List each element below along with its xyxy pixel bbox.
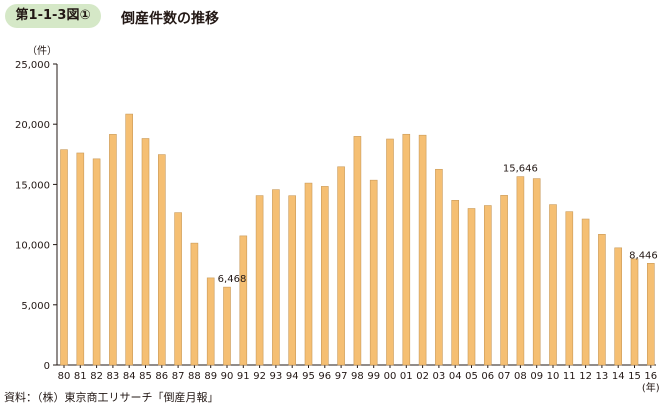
- x-tick-label: 81: [74, 371, 87, 382]
- bar: [158, 154, 166, 366]
- bar: [369, 179, 378, 366]
- bar: [451, 200, 460, 366]
- x-tick-label: 94: [286, 371, 299, 382]
- y-tick-label: 15,000: [15, 180, 50, 191]
- bar: [353, 136, 362, 366]
- bar: [500, 195, 508, 366]
- x-tick-label: 89: [204, 371, 217, 382]
- bar: [598, 234, 606, 366]
- x-tick-label: 09: [530, 371, 543, 382]
- bar: [109, 134, 117, 366]
- x-tick-label: 00: [384, 371, 397, 382]
- y-tick-label: 20,000: [15, 120, 50, 131]
- bar: [402, 133, 411, 366]
- x-tick-label: 98: [351, 371, 364, 382]
- bar: [614, 247, 623, 366]
- x-tick-label: 80: [58, 371, 71, 382]
- x-tick-label: 06: [481, 371, 494, 382]
- chart-axes: 0 5,000 10,000 15,000 20,000 25,000 （件） 80 81 82 8…: [15, 45, 660, 394]
- x-tick-label: 91: [237, 371, 250, 382]
- x-tick-label: 12: [579, 371, 592, 382]
- figure-number-badge: 第1-1-3図①: [5, 4, 101, 28]
- data-label: 8,446: [629, 250, 658, 261]
- bar: [549, 204, 557, 366]
- data-label: 6,468: [218, 274, 247, 285]
- bar: [174, 212, 182, 366]
- bar: [646, 263, 655, 366]
- bar: [418, 134, 427, 366]
- y-tick-label: 10,000: [15, 241, 50, 252]
- bar: [190, 242, 199, 366]
- x-axis-unit: (年): [642, 381, 660, 394]
- x-tick-label: 83: [107, 371, 120, 382]
- x-tick-label: 95: [302, 371, 315, 382]
- bar: [581, 218, 590, 366]
- bar: [92, 158, 101, 366]
- bar: [239, 235, 248, 366]
- x-tick-label: 86: [155, 371, 168, 382]
- x-tick-label: 04: [449, 371, 462, 382]
- bar: [223, 286, 231, 366]
- bar: [516, 176, 525, 366]
- x-tick-label: 05: [465, 371, 478, 382]
- y-tick-label: 0: [44, 361, 50, 372]
- x-tick-label: 96: [318, 371, 331, 382]
- x-tick-label: 08: [514, 371, 527, 382]
- figure-header: 第1-1-3図① 倒産件数の推移: [0, 0, 662, 34]
- bar: [565, 211, 574, 366]
- figure-title: 倒産件数の推移: [121, 11, 219, 27]
- bar: [532, 178, 541, 366]
- y-axis-unit: （件）: [27, 45, 57, 57]
- bar: [386, 138, 394, 366]
- x-tick-label: 84: [123, 371, 136, 382]
- chart-labels: 6,468 15,646 8,446: [218, 164, 658, 286]
- x-tick-label: 16: [644, 371, 657, 382]
- bar: [76, 152, 85, 366]
- bar: [483, 205, 492, 366]
- bar: [60, 149, 68, 366]
- bar: [206, 277, 215, 366]
- bar: [304, 182, 313, 366]
- x-tick-label: 82: [90, 371, 103, 382]
- bar: [630, 258, 639, 366]
- x-tick-label: 11: [563, 371, 576, 382]
- source-note: 資料：（株）東京商工リサーチ「倒産月報」: [4, 391, 219, 404]
- bar: [467, 208, 476, 366]
- bar: [255, 195, 264, 366]
- chart-bars: [60, 113, 655, 366]
- x-tick-label: 15: [628, 371, 641, 382]
- x-tick-label: 14: [612, 371, 625, 382]
- x-tick-label: 02: [416, 371, 429, 382]
- x-tick-label: 88: [188, 371, 201, 382]
- y-tick-label: 5,000: [21, 301, 50, 312]
- bar: [288, 195, 297, 366]
- x-tick-label: 07: [498, 371, 511, 382]
- x-tick-label: 03: [433, 371, 446, 382]
- x-tick-label: 13: [596, 371, 609, 382]
- x-tick-label: 92: [253, 371, 266, 382]
- x-tick-label: 01: [400, 371, 413, 382]
- x-tick-label: 99: [367, 371, 380, 382]
- bar: [272, 189, 280, 366]
- data-label: 15,646: [503, 164, 538, 175]
- bar: [141, 138, 150, 366]
- y-tick-label: 25,000: [15, 60, 50, 71]
- x-tick-label: 85: [139, 371, 152, 382]
- bar: [320, 186, 329, 366]
- bar: [125, 113, 133, 366]
- x-tick-label: 90: [221, 371, 234, 382]
- x-tick-label: 93: [270, 371, 283, 382]
- bar: [435, 168, 443, 366]
- x-tick-label: 97: [335, 371, 348, 382]
- x-tick-label: 87: [172, 371, 185, 382]
- bar: [337, 166, 345, 366]
- x-tick-label: 10: [547, 371, 560, 382]
